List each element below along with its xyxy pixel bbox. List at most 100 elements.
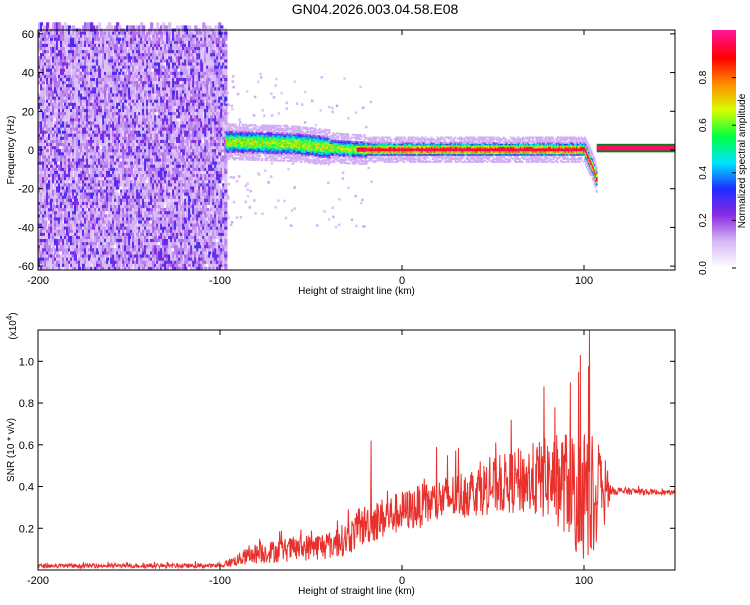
noise-cell bbox=[68, 242, 72, 246]
noise-cell bbox=[52, 22, 56, 32]
noise-cell bbox=[180, 254, 184, 258]
noise-cell bbox=[176, 139, 180, 143]
noise-cell bbox=[82, 71, 86, 75]
noise-cell bbox=[76, 136, 80, 140]
noise-cell bbox=[98, 127, 102, 134]
noise-cell bbox=[60, 164, 64, 168]
noise-cell bbox=[64, 115, 68, 122]
noise-cell bbox=[174, 127, 178, 131]
noise-cell bbox=[118, 124, 122, 128]
noise-cell bbox=[138, 220, 142, 227]
noise-cell bbox=[48, 248, 52, 252]
noise-cell bbox=[162, 68, 166, 72]
noise-cell bbox=[58, 149, 62, 153]
noise-cell bbox=[192, 214, 196, 218]
noise-cell bbox=[90, 68, 94, 72]
noise-cell bbox=[64, 189, 68, 196]
noise-cell bbox=[62, 251, 66, 255]
noise-cell bbox=[180, 37, 184, 44]
noise-cell bbox=[190, 56, 194, 60]
noise-cell bbox=[66, 34, 70, 44]
noise-cell bbox=[178, 186, 182, 190]
noise-cell bbox=[144, 121, 148, 125]
noise-cell bbox=[66, 146, 70, 153]
noise-cell bbox=[98, 139, 102, 143]
noise-cell bbox=[136, 124, 140, 128]
noise-cell bbox=[134, 136, 138, 140]
noise-cell bbox=[152, 124, 156, 128]
noise-cell bbox=[164, 161, 168, 165]
noise-cell bbox=[58, 239, 62, 246]
noise-cell bbox=[56, 56, 60, 63]
noise-cell bbox=[176, 158, 180, 162]
noise-cell bbox=[170, 232, 174, 243]
noise-cell bbox=[72, 68, 76, 75]
noise-cell bbox=[176, 164, 180, 168]
noise-cell bbox=[182, 25, 186, 32]
noise-cell bbox=[94, 177, 98, 181]
noise-cell bbox=[54, 112, 58, 119]
noise-cell bbox=[188, 109, 192, 113]
noise-cell bbox=[78, 136, 82, 147]
noise-cell bbox=[56, 220, 60, 224]
noise-cell bbox=[38, 201, 42, 205]
noise-cell bbox=[78, 220, 82, 230]
noise-cell bbox=[96, 87, 100, 91]
noise-cell bbox=[64, 257, 68, 264]
noise-cell bbox=[144, 34, 148, 38]
noise-cell bbox=[180, 186, 184, 190]
noise-cell bbox=[192, 90, 196, 94]
noise-cell bbox=[190, 266, 194, 270]
noise-cell bbox=[98, 37, 102, 41]
noise-cell bbox=[172, 152, 176, 156]
noise-cell bbox=[80, 198, 84, 202]
noise-cell bbox=[190, 34, 194, 38]
noise-cell bbox=[160, 245, 164, 255]
noise-cell bbox=[192, 115, 196, 119]
noise-cell bbox=[148, 139, 152, 150]
noise-cell bbox=[194, 177, 198, 181]
noise-cell bbox=[138, 71, 142, 75]
noise-cell bbox=[86, 71, 90, 75]
noise-cell bbox=[154, 78, 158, 82]
noise-cell bbox=[140, 87, 144, 91]
noise-cell bbox=[120, 266, 124, 270]
noise-cell bbox=[146, 226, 150, 233]
noise-cell bbox=[86, 90, 90, 94]
noise-cell bbox=[128, 192, 132, 199]
noise-cell bbox=[68, 248, 72, 252]
noise-cell bbox=[90, 53, 94, 60]
noise-cell bbox=[178, 251, 182, 255]
noise-cell bbox=[98, 214, 102, 218]
noise-cell bbox=[156, 254, 160, 258]
noise-cell bbox=[120, 192, 124, 196]
noise-cell bbox=[184, 170, 188, 174]
noise-cell bbox=[120, 251, 124, 255]
noise-cell bbox=[94, 81, 98, 85]
noise-cell bbox=[164, 220, 168, 224]
noise-cell bbox=[116, 146, 120, 153]
noise-cell bbox=[150, 71, 154, 78]
noise-cell bbox=[124, 205, 128, 215]
noise-cell bbox=[38, 74, 42, 78]
noise-cell bbox=[158, 183, 162, 187]
noise-cell bbox=[94, 87, 98, 91]
noise-cell bbox=[100, 257, 104, 261]
noise-cell bbox=[100, 226, 104, 230]
noise-cell bbox=[96, 232, 100, 236]
noise-cell bbox=[44, 65, 48, 75]
noise-cell bbox=[156, 56, 160, 60]
noise-cell bbox=[68, 183, 72, 190]
noise-cell bbox=[88, 263, 92, 267]
noise-cell bbox=[154, 87, 158, 91]
noise-cell bbox=[70, 263, 74, 267]
noise-cell bbox=[92, 232, 96, 236]
noise-cell bbox=[142, 161, 146, 165]
noise-cell bbox=[38, 118, 42, 128]
noise-cell bbox=[90, 47, 94, 57]
noise-cell bbox=[80, 59, 84, 63]
noise-cell bbox=[108, 223, 112, 227]
noise-cell bbox=[60, 195, 64, 199]
noise-cell bbox=[180, 155, 184, 162]
noise-cell bbox=[170, 102, 174, 106]
